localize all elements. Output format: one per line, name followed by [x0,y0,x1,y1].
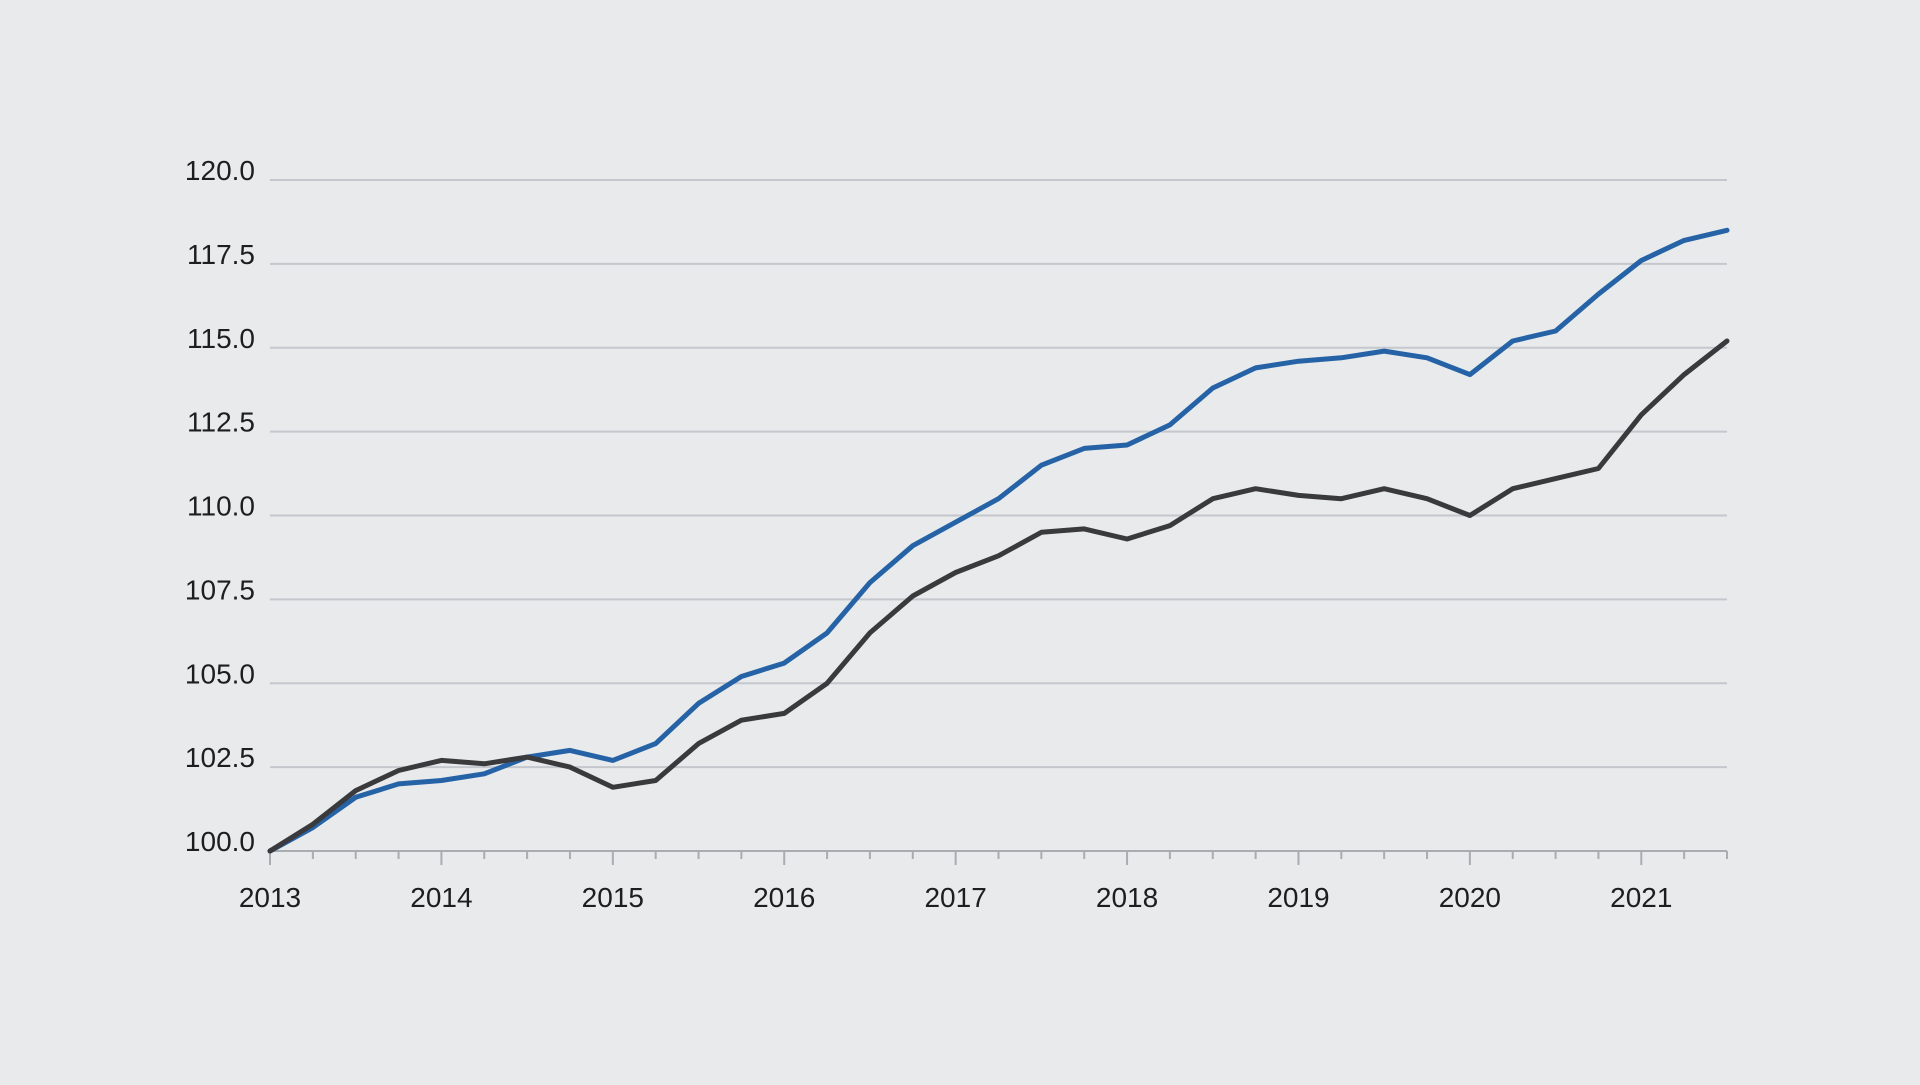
x-axis [269,850,1728,865]
series-lines [267,227,1730,854]
y-tick-label: 102.5 [185,742,255,773]
x-tick-label: 2021 [1610,882,1672,913]
y-tick-label: 105.0 [185,658,255,689]
y-axis-labels: 100.0 102.5 105.0 107.5 110.0 112.5 115.0 117.5… [185,155,255,857]
x-tick-label: 2018 [1096,882,1158,913]
series-line-dark [267,338,1730,854]
y-tick-label: 112.5 [187,407,255,438]
y-tick-label: 100.0 [185,826,255,857]
y-tick-label: 117.5 [187,239,255,270]
y-tick-label: 115.0 [187,323,255,354]
series-line-blue [267,227,1730,854]
gridlines [270,179,1727,769]
y-tick-label: 107.5 [185,574,255,605]
x-tick-label: 2014 [410,882,472,913]
x-tick-label: 2016 [753,882,815,913]
y-tick-label: 120.0 [185,155,255,186]
y-tick-label: 110.0 [187,491,255,522]
x-tick-label: 2015 [582,882,644,913]
x-tick-label: 2013 [239,882,301,913]
x-tick-label: 2017 [924,882,986,913]
x-axis-labels: 2013 2014 2015 2016 2017 2018 2019 2020 2021 [239,882,1673,913]
x-tick-label: 2019 [1267,882,1329,913]
x-tick-label: 2020 [1439,882,1501,913]
